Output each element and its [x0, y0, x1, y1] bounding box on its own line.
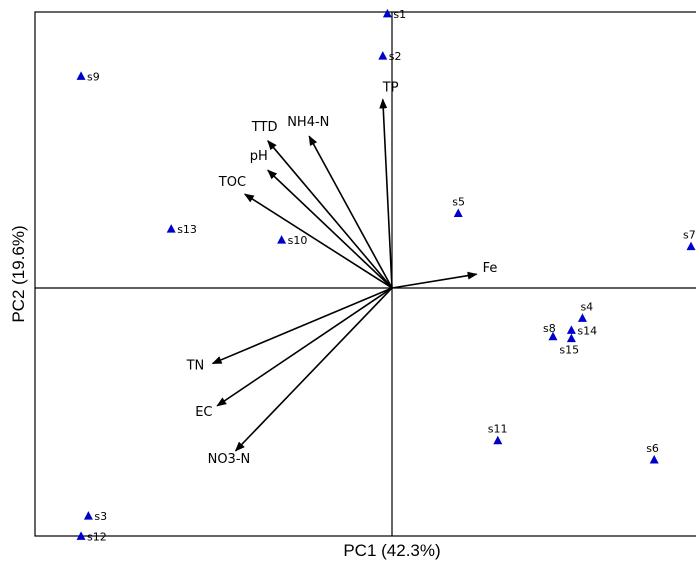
vector-ph: [267, 169, 393, 289]
vector-label-ph: pH: [250, 149, 268, 164]
plot-frame: [34, 11, 696, 537]
point-s6: [649, 455, 659, 464]
vector-label-toc: TOC: [218, 175, 246, 190]
point-label-s15: s15: [559, 344, 579, 357]
vector-tp: [379, 98, 393, 289]
vector-no3-n: [234, 287, 393, 452]
point-s8: [548, 331, 558, 341]
point-label-s4: s4: [580, 300, 593, 313]
point-s2: [378, 51, 388, 60]
vector-label-ttd: TTD: [251, 120, 278, 135]
point-s11: [493, 435, 503, 445]
point-s12: [76, 531, 86, 540]
point-s3: [83, 511, 93, 520]
point-label-s3: s3: [94, 510, 107, 523]
point-label-s13: s13: [177, 223, 197, 236]
point-s14: [566, 325, 576, 334]
vector-toc: [243, 193, 393, 289]
point-s1: [382, 8, 392, 18]
point-label-s8: s8: [543, 322, 556, 335]
point-s15: [566, 333, 576, 343]
point-s7: [686, 241, 696, 251]
vector-label-tp: TP: [382, 80, 399, 95]
vector-tn: [211, 287, 393, 365]
point-label-s7: s7: [683, 229, 696, 242]
point-label-s5: s5: [452, 195, 465, 208]
vector-ttd: [267, 140, 393, 289]
vector-label-fe: Fe: [483, 261, 498, 276]
vector-label-nh4-n: NH4-N: [287, 115, 329, 130]
point-label-s9: s9: [87, 70, 100, 83]
point-label-s12: s12: [87, 530, 107, 543]
y-axis-title: PC2 (19.6%): [9, 225, 28, 322]
vector-label-ec: EC: [195, 405, 212, 420]
point-s4: [577, 313, 587, 322]
vector-label-tn: TN: [186, 358, 205, 373]
point-label-s6: s6: [646, 442, 659, 455]
point-s13: [166, 224, 176, 233]
vector-fe: [391, 271, 478, 289]
vector-label-no3-n: NO3-N: [208, 452, 251, 467]
point-label-s2: s2: [389, 50, 402, 63]
point-s9: [76, 71, 86, 80]
vector-ec: [216, 287, 393, 407]
point-label-s10: s10: [288, 234, 308, 247]
point-s5: [453, 208, 463, 217]
x-axis-title: PC1 (42.3%): [343, 541, 440, 560]
point-label-s1: s1: [393, 8, 406, 21]
point-label-s11: s11: [488, 423, 508, 436]
point-label-s14: s14: [577, 324, 597, 337]
point-s10: [277, 235, 287, 244]
vector-nh4-n: [308, 135, 393, 289]
